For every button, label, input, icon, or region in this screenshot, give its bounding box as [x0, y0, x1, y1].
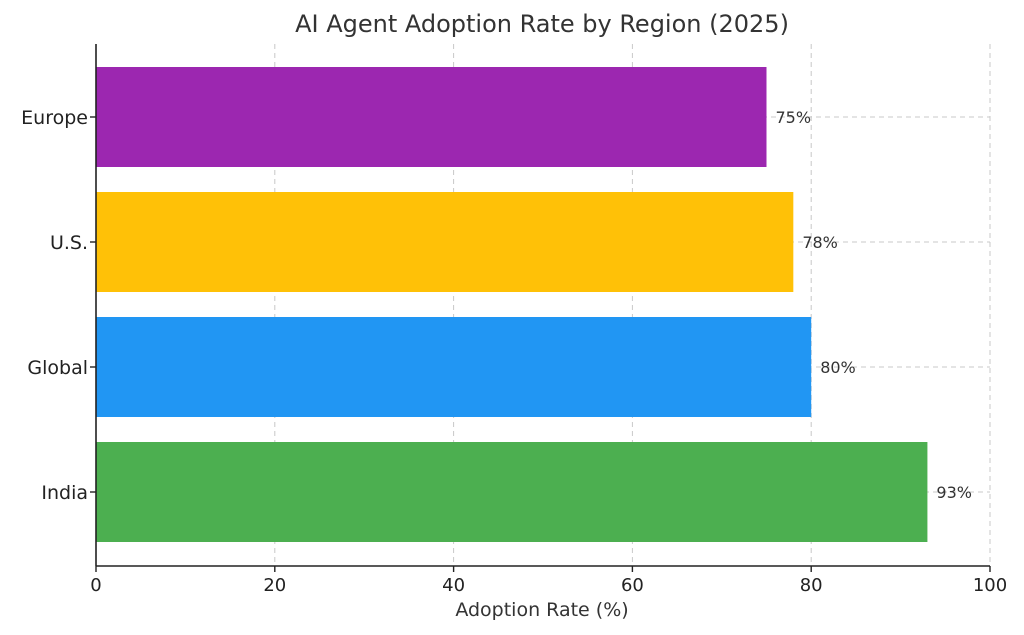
x-tick-label-0: 0 [90, 575, 101, 596]
data-label: 78% [802, 233, 838, 252]
category-label: India [41, 482, 88, 504]
bars [96, 67, 928, 542]
x-tick-label-100: 100 [973, 575, 1007, 596]
x-tick-label-40: 40 [442, 575, 465, 596]
chart-title: AI Agent Adoption Rate by Region (2025) [295, 10, 789, 38]
labels: 0 20 40 60 80 100 India 93% Global 80% U.S. 78% Euro… [21, 107, 1007, 596]
data-label: 75% [776, 108, 812, 127]
category-label: Europe [21, 107, 88, 129]
x-axis-title: Adoption Rate (%) [455, 599, 628, 621]
bar-global [96, 317, 812, 417]
bar-u-s [96, 192, 794, 292]
x-tick-label-80: 80 [800, 575, 823, 596]
category-label: Global [27, 357, 88, 379]
axes [90, 44, 991, 572]
data-label: 80% [820, 358, 856, 377]
x-tick-label-20: 20 [263, 575, 286, 596]
bar-europe [96, 67, 767, 167]
bar-india [96, 442, 928, 542]
x-tick-label-60: 60 [621, 575, 644, 596]
data-label: 93% [936, 483, 972, 502]
category-label: U.S. [50, 232, 88, 254]
